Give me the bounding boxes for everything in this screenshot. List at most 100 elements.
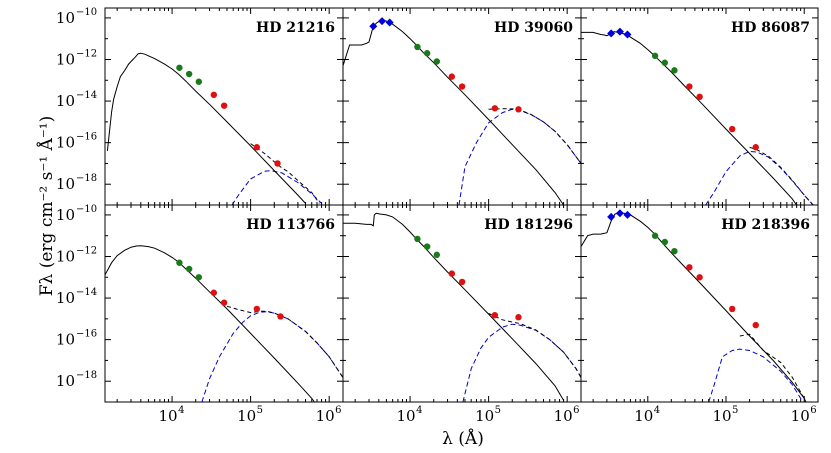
panel-ticks [343,8,581,206]
photometry-point-green [433,251,441,259]
y-tick-exponent: −10 [76,7,97,18]
x-tick-exponent: 4 [178,405,184,416]
total-model-line [749,146,814,205]
panel-frame [342,204,582,403]
y-tick-label: 10 [56,247,75,265]
photometry-point-red [448,270,456,277]
photometry-point-green [185,70,193,78]
stellar-model-line [581,211,807,402]
stellar-model-line [343,19,565,205]
photometry-point-red [253,305,261,313]
dust-model-line [462,323,581,402]
x-tick-exponent: 6 [335,405,341,416]
photometry-point-red [491,105,499,112]
y-tick-exponent: −14 [76,287,97,298]
photometry-point-green [651,52,659,60]
photometry-point-green [176,259,183,266]
dust-model-line [458,108,581,205]
y-tick-label: 10 [56,92,75,110]
total-model-line [226,305,343,378]
y-tick-exponent: −14 [76,90,97,101]
x-tick-label: 10 [397,407,416,425]
x-axis-label: λ (Å) [442,428,484,449]
photometry-point-blue [607,29,616,38]
y-tick-label: 10 [56,372,75,390]
y-tick-label: 10 [56,289,75,307]
photometry-point-red [448,73,456,80]
photometry-point-green [661,238,669,246]
x-tick-exponent: 6 [573,405,579,416]
photometry-point-red [253,144,261,151]
x-tick-label: 10 [791,407,810,425]
x-tick-label: 10 [475,407,494,425]
panel-1: HD 39060 [342,7,582,206]
dust-model-line [708,348,803,402]
panel-4: HD 181296 [342,204,582,403]
y-tick-label: 10 [56,175,75,193]
panel-plot-area [581,27,814,205]
photometry-point-red [515,314,522,321]
panel-5: HD 218396 [580,204,819,403]
dust-model-line [231,170,322,205]
panel-title: HD 39060 [494,20,573,36]
panel-ticks [343,205,581,403]
photometry-point-green [661,59,669,66]
stellar-model-line [106,52,306,204]
photometry-point-green [414,43,421,51]
photometry-point-blue [623,30,632,39]
photometry-point-red [729,305,736,313]
x-tick-label: 10 [159,407,178,425]
stellar-model-line [343,212,565,401]
total-model-line [250,143,320,204]
stellar-model-line [105,245,315,402]
x-tick-exponent: 5 [732,405,738,416]
photometry-point-red [696,93,703,101]
dust-model-line [201,311,343,402]
photometry-point-green [195,274,203,281]
x-tick-exponent: 5 [495,405,501,416]
photometry-point-blue [369,22,378,31]
panel-3: HD 113766 [104,204,344,403]
x-tick-exponent: 5 [257,405,263,416]
y-tick-exponent: −10 [76,204,97,215]
y-tick-exponent: −18 [76,173,97,184]
photometry-point-blue [615,27,624,36]
panel-ticks [581,205,818,403]
photometry-point-green [671,247,678,255]
y-tick-exponent: −18 [76,370,97,381]
y-tick-label: 10 [56,331,75,349]
x-tick-label: 10 [634,407,653,425]
photometry-point-red [686,264,693,271]
photometry-point-blue [385,18,394,27]
panel-plot-area [106,52,322,205]
panel-ticks [581,8,818,206]
panel-plot-area [343,17,581,205]
x-tick-exponent: 4 [654,405,660,416]
photometry-point-green [651,232,659,239]
y-tick-exponent: −16 [76,132,97,143]
photometry-point-red [458,83,466,90]
x-tick-label: 10 [712,407,731,425]
photometry-point-green [433,58,441,65]
photometry-point-red [515,106,522,113]
y-tick-exponent: −12 [76,245,97,256]
photometry-point-red [277,313,284,320]
total-model-line [488,108,581,164]
photometry-point-blue [607,212,616,221]
panel-plot-area [581,209,807,402]
panel-2: HD 86087 [580,7,819,206]
panel-frame [342,7,582,206]
photometry-point-red [210,91,218,99]
photometry-point-red [491,311,499,319]
photometry-point-blue [615,209,624,218]
panel-plot-area [105,245,343,402]
photometry-point-red [752,144,759,151]
panel-title: HD 218396 [721,217,810,233]
photometry-point-green [185,265,193,273]
photometry-point-green [195,78,203,85]
x-tick-exponent: 6 [810,405,816,416]
photometry-point-blue [378,17,387,26]
photometry-point-red [210,289,218,296]
